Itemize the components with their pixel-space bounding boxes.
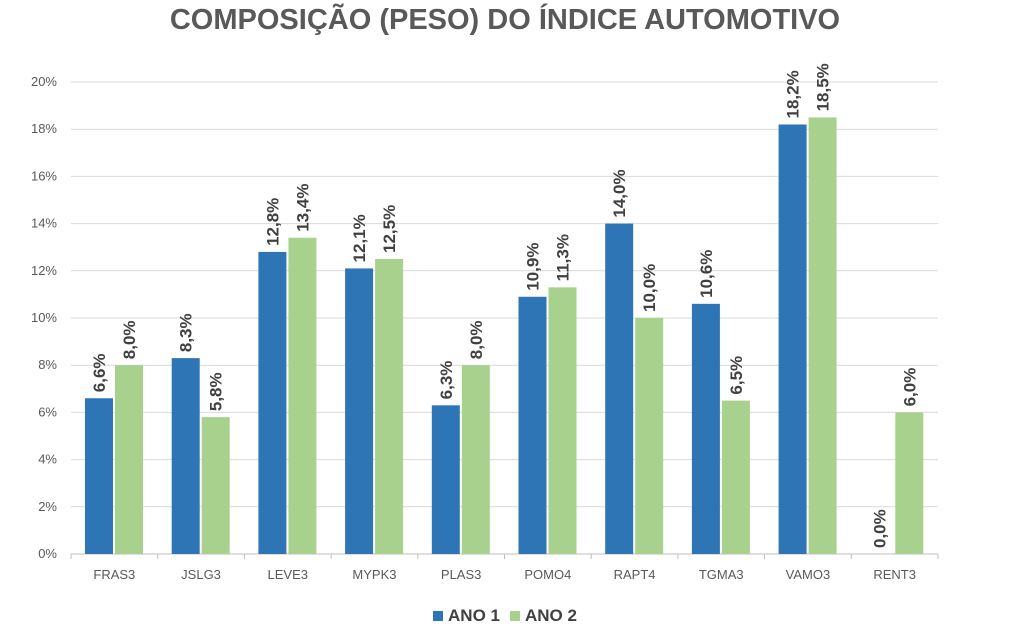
data-label: 6,0%	[900, 368, 919, 407]
data-label: 12,8%	[263, 198, 282, 246]
data-label: 10,9%	[524, 243, 543, 291]
bar	[895, 412, 924, 554]
x-tick-label: JSLG3	[181, 567, 221, 582]
data-label: 8,3%	[177, 313, 196, 352]
bar	[461, 365, 490, 554]
legend-label: ANO 2	[525, 606, 577, 625]
x-tick-label: RAPT4	[614, 567, 656, 582]
data-label: 11,3%	[554, 234, 573, 281]
bar	[518, 296, 547, 554]
x-tick-label: LEVE3	[268, 567, 308, 582]
x-tick-label: RENT3	[873, 567, 916, 582]
data-label: 12,5%	[380, 205, 399, 253]
bar	[375, 259, 404, 554]
data-label: 18,2%	[784, 70, 803, 118]
bar	[201, 417, 230, 554]
x-tick-label: MYPK3	[352, 567, 396, 582]
x-tick-label: TGMA3	[699, 567, 744, 582]
x-tick-label: POMO4	[524, 567, 571, 582]
y-tick-label: 2%	[38, 499, 57, 514]
data-label: 6,5%	[727, 356, 746, 395]
data-label: 8,0%	[120, 320, 139, 359]
bar	[115, 365, 143, 554]
bar	[258, 251, 287, 555]
legend-label: ANO 1	[448, 606, 500, 625]
legend-item: ANO 2	[510, 606, 577, 626]
legend: ANO 1 ANO 2	[0, 606, 1010, 626]
y-tick-label: 0%	[38, 546, 57, 561]
data-label: 13,4%	[293, 184, 312, 232]
data-label: 0,0%	[870, 509, 889, 548]
data-label: 8,0%	[467, 320, 486, 359]
x-tick-label: FRAS3	[93, 567, 135, 582]
bar	[721, 400, 750, 554]
legend-item: ANO 1	[433, 606, 500, 626]
x-tick-label: VAMO3	[786, 567, 831, 582]
data-label: 5,8%	[207, 372, 226, 411]
bar	[431, 405, 460, 554]
y-tick-label: 18%	[31, 121, 57, 136]
data-label: 6,3%	[437, 361, 456, 400]
bar	[345, 268, 374, 554]
y-tick-label: 12%	[31, 263, 57, 278]
legend-swatch	[510, 611, 520, 621]
bar	[548, 287, 577, 554]
legend-swatch	[433, 611, 444, 621]
bar	[778, 124, 807, 554]
data-label: 14,0%	[610, 169, 629, 217]
bar	[808, 117, 837, 555]
data-label: 12,1%	[350, 214, 369, 262]
y-tick-label: 14%	[31, 216, 57, 231]
y-tick-label: 8%	[38, 357, 57, 372]
data-label: 6,6%	[90, 353, 109, 392]
y-tick-label: 20%	[31, 74, 57, 89]
x-tick-label: PLAS3	[441, 567, 481, 582]
bar	[288, 237, 317, 554]
data-label: 18,5%	[814, 63, 833, 111]
data-label: 10,6%	[697, 250, 716, 298]
bar	[171, 358, 200, 554]
y-tick-label: 4%	[38, 452, 57, 467]
y-tick-label: 6%	[38, 404, 57, 419]
data-label: 10,0%	[640, 264, 659, 312]
bar	[85, 398, 113, 554]
bar	[605, 223, 634, 554]
bar	[691, 303, 720, 554]
bar	[635, 318, 664, 554]
y-tick-label: 10%	[31, 310, 57, 325]
y-tick-label: 16%	[31, 168, 57, 183]
chart-title: COMPOSIÇÃO (PESO) DO ÍNDICE AUTOMOTIVO	[169, 4, 841, 36]
